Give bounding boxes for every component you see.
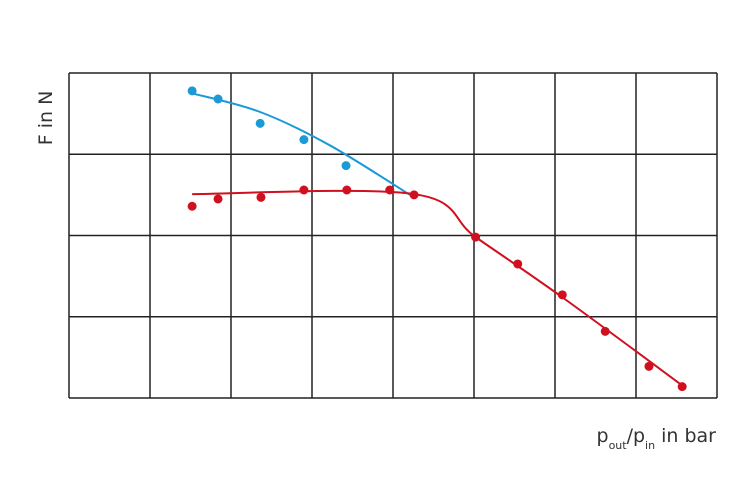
y-axis-label: F in N	[35, 91, 57, 146]
fit-line	[192, 189, 685, 388]
data-point	[256, 192, 266, 202]
data-point	[677, 382, 687, 392]
data-point	[341, 161, 351, 171]
x-axis-label-part: /p	[627, 425, 645, 447]
data-point	[299, 185, 309, 195]
data-point	[557, 290, 567, 300]
x-axis-label-part: in	[645, 439, 655, 452]
data-point	[385, 185, 395, 195]
data-point	[255, 118, 265, 128]
data-point	[213, 194, 223, 204]
data-point	[409, 190, 419, 200]
x-axis-label-part: in bar	[655, 425, 716, 447]
data-point	[299, 135, 309, 145]
x-axis-label-part: p	[597, 425, 609, 447]
data-point	[600, 326, 610, 336]
x-axis-label: pout/pin in bar	[597, 425, 717, 452]
data-point	[471, 232, 481, 242]
data-point	[187, 201, 197, 211]
x-axis-label-part: out	[609, 439, 628, 452]
data-point	[187, 86, 197, 96]
data-point	[644, 361, 654, 371]
data-point	[213, 94, 223, 104]
data-point	[513, 259, 523, 269]
data-point	[342, 185, 352, 195]
fit-line	[191, 92, 411, 196]
